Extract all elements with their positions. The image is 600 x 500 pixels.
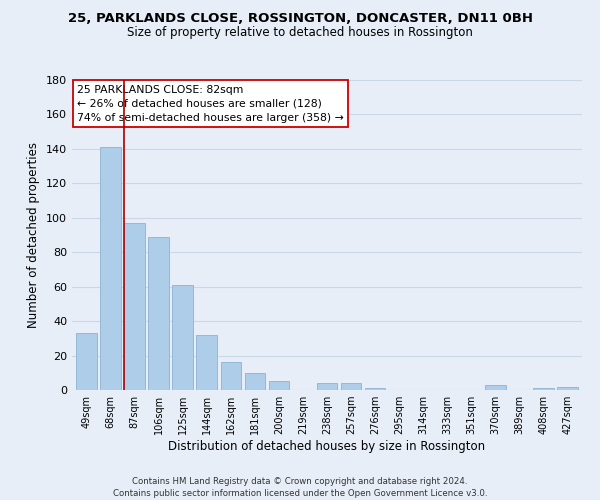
Bar	[124, 223, 145, 390]
Bar	[365, 388, 385, 390]
Bar	[317, 383, 337, 390]
Bar	[533, 388, 554, 390]
Bar	[341, 383, 361, 390]
Text: 25 PARKLANDS CLOSE: 82sqm
← 26% of detached houses are smaller (128)
74% of semi: 25 PARKLANDS CLOSE: 82sqm ← 26% of detac…	[77, 84, 344, 122]
Bar	[557, 386, 578, 390]
Bar	[245, 373, 265, 390]
Bar	[221, 362, 241, 390]
Text: Contains HM Land Registry data © Crown copyright and database right 2024.
Contai: Contains HM Land Registry data © Crown c…	[113, 476, 487, 498]
X-axis label: Distribution of detached houses by size in Rossington: Distribution of detached houses by size …	[169, 440, 485, 453]
Text: Size of property relative to detached houses in Rossington: Size of property relative to detached ho…	[127, 26, 473, 39]
Text: 25, PARKLANDS CLOSE, ROSSINGTON, DONCASTER, DN11 0BH: 25, PARKLANDS CLOSE, ROSSINGTON, DONCAST…	[67, 12, 533, 26]
Bar	[76, 333, 97, 390]
Bar	[485, 385, 506, 390]
Bar	[100, 147, 121, 390]
Bar	[196, 335, 217, 390]
Bar	[148, 236, 169, 390]
Y-axis label: Number of detached properties: Number of detached properties	[28, 142, 40, 328]
Bar	[269, 382, 289, 390]
Bar	[172, 285, 193, 390]
